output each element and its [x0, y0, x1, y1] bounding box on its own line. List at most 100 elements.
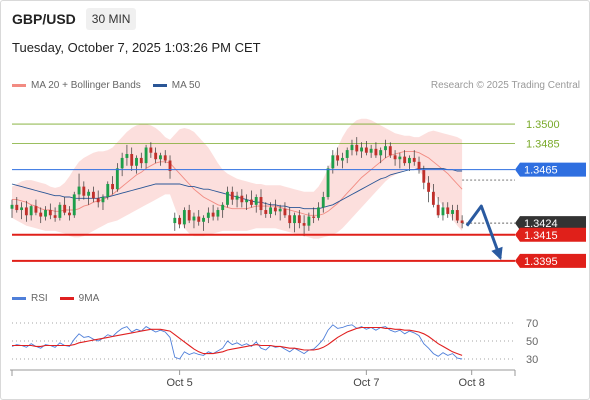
candle-body [183, 210, 186, 224]
candle-body [164, 155, 167, 160]
candle-body [149, 148, 152, 153]
candle-body [418, 162, 421, 170]
candle-body [44, 210, 47, 217]
candle-body [288, 215, 291, 223]
candle-body [54, 215, 57, 218]
level-box-label-1.3465: 1.3465 [524, 165, 558, 177]
level-box-label-1.3395: 1.3395 [524, 256, 558, 268]
candle-body [437, 205, 440, 215]
candle-body [331, 155, 334, 168]
candle-body [365, 148, 368, 153]
candle-body [446, 207, 449, 214]
candle-body [87, 192, 90, 196]
candle-body [58, 205, 61, 218]
candle-body [159, 155, 162, 159]
candle-body [245, 200, 248, 203]
candle-body [30, 206, 33, 215]
candle-body [255, 197, 258, 205]
level-label-1.3500: 1.3500 [526, 119, 560, 131]
candle-body [264, 210, 267, 214]
candle-body [15, 205, 18, 210]
candle-body [240, 196, 243, 203]
candle-body [260, 197, 263, 210]
candle-body [269, 207, 272, 214]
x-tick-label: Oct 7 [353, 377, 379, 389]
candle-body [307, 217, 310, 226]
candle-body [293, 215, 296, 223]
candle-body [173, 218, 176, 223]
candle-body [82, 187, 85, 196]
candle-body [317, 207, 320, 217]
candle-body [398, 157, 401, 160]
candle-body [154, 153, 157, 160]
candle-body [106, 184, 109, 197]
candle-body [327, 168, 330, 197]
candle-body [236, 196, 239, 200]
candle-body [145, 148, 148, 164]
candle-body [231, 192, 234, 200]
candle-body [312, 217, 315, 218]
candle-body [11, 205, 14, 209]
candle-body [39, 213, 42, 217]
candle-body [379, 150, 382, 155]
candle-body [25, 207, 28, 215]
x-tick-label: Oct 8 [459, 377, 485, 389]
candle-body [49, 210, 52, 215]
candle-body [298, 215, 301, 223]
candle-body [322, 197, 325, 207]
candle-body [78, 187, 81, 195]
candle-body [355, 145, 358, 152]
candle-body [20, 207, 23, 210]
candle-body [140, 158, 143, 163]
candle-body [394, 155, 397, 159]
candle-body [97, 198, 100, 202]
candle-body [303, 223, 306, 226]
rsi-series-RSI [12, 325, 462, 359]
candle-body [35, 206, 38, 213]
candle-body [413, 158, 416, 162]
bollinger-band-area [12, 119, 462, 239]
candle-body [284, 209, 287, 216]
candle-body [422, 170, 425, 183]
candle-body [427, 183, 430, 192]
candle-body [130, 154, 133, 166]
candle-body [188, 210, 191, 220]
candle-body [135, 158, 138, 166]
candle-body [221, 205, 224, 210]
candle-body [451, 210, 454, 214]
candle-body [63, 205, 66, 213]
candle-body [360, 148, 363, 152]
rsi-tick-label-70: 70 [526, 318, 538, 330]
candle-body [374, 149, 377, 156]
level-box-label-1.3415: 1.3415 [524, 230, 558, 242]
candle-body [73, 194, 76, 215]
candle-body [121, 158, 124, 168]
candle-body [102, 197, 105, 202]
rsi-tick-label-50: 50 [526, 336, 538, 348]
candle-body [250, 200, 253, 205]
candle-body [274, 207, 277, 211]
rsi-tick-label-30: 30 [526, 354, 538, 366]
candle-body [92, 192, 95, 199]
candle-body [351, 145, 354, 150]
candle-body [207, 213, 210, 218]
candle-body [432, 192, 435, 205]
candle-body [212, 213, 215, 217]
candle-body [197, 217, 200, 222]
x-tick-label: Oct 5 [166, 377, 192, 389]
candle-body [226, 192, 229, 205]
candle-body [456, 210, 459, 220]
candle-body [384, 146, 387, 150]
candle-body [216, 210, 219, 217]
candle-body [389, 146, 392, 155]
candle-body [408, 158, 411, 163]
candle-body [341, 158, 344, 161]
candle-body [336, 155, 339, 160]
candle-body [193, 217, 196, 221]
candle-body [111, 184, 114, 189]
candle-body [346, 150, 349, 158]
level-label-1.3485: 1.3485 [526, 139, 560, 151]
candle-body [125, 154, 128, 158]
candle-body [442, 207, 445, 215]
